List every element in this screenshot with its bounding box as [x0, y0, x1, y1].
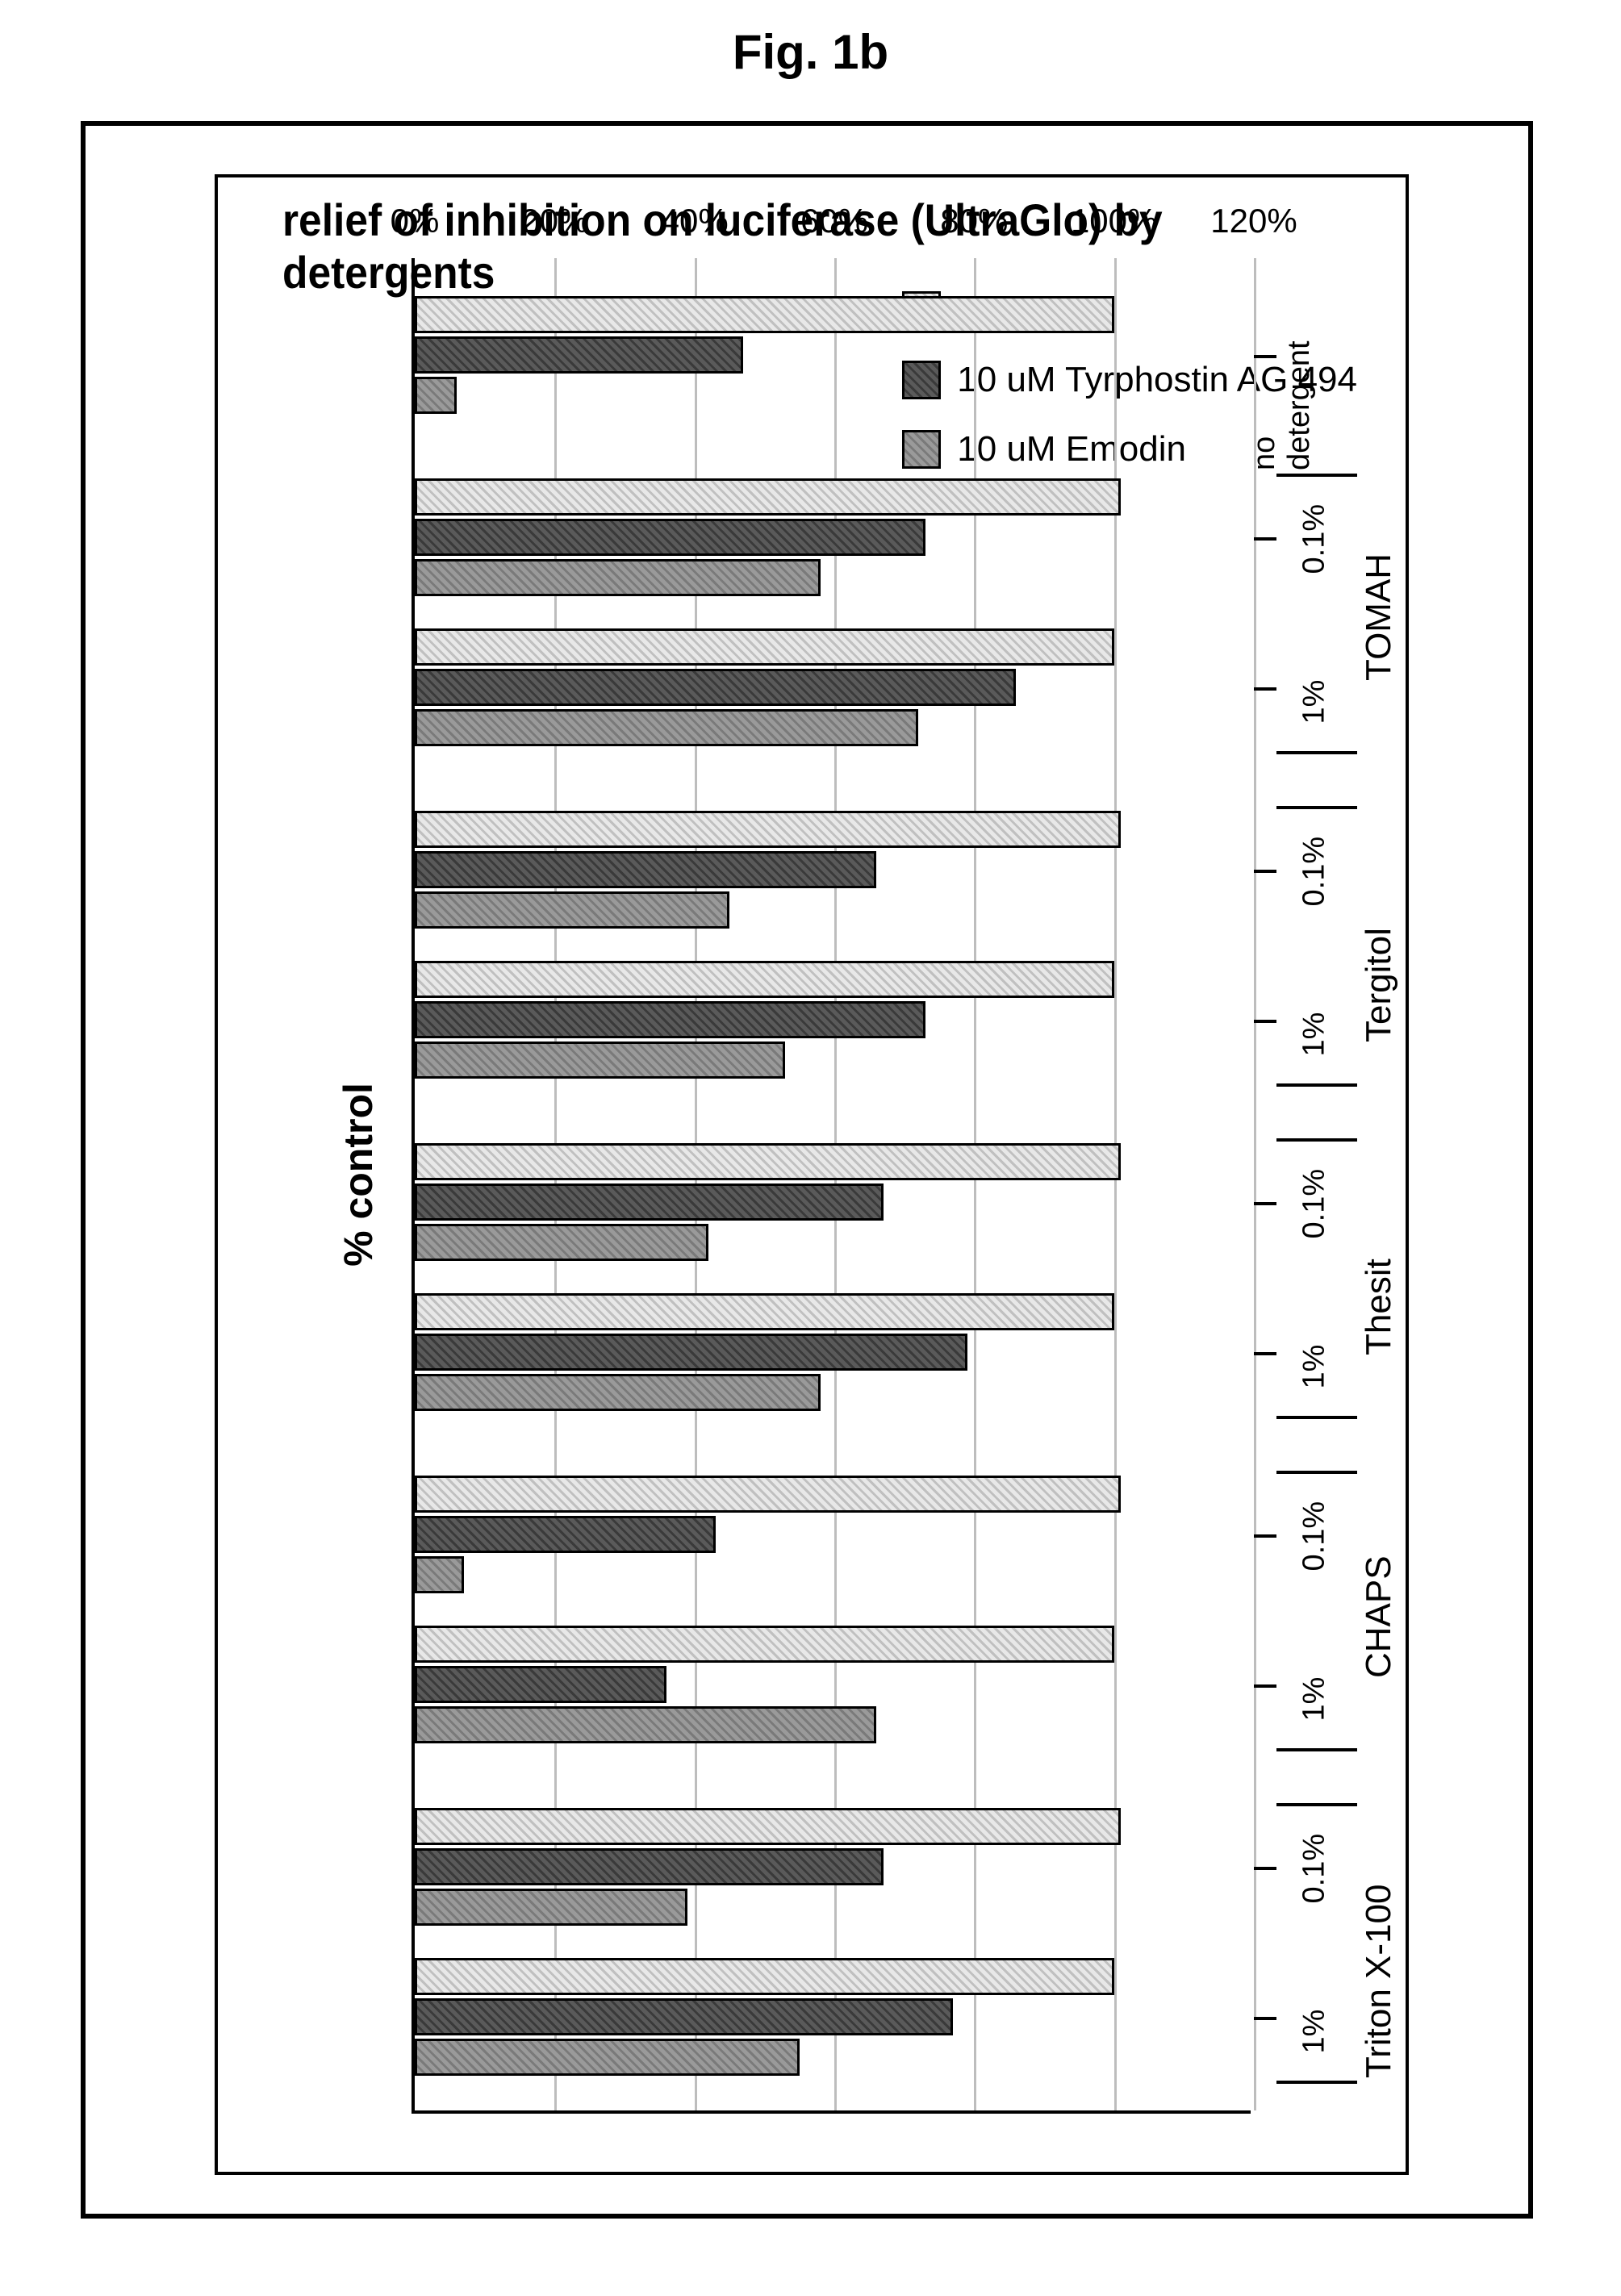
concentration-label: no detergent [1247, 340, 1317, 470]
bar [415, 669, 1016, 706]
bar [415, 1224, 708, 1261]
detergent-separator [1276, 474, 1357, 477]
x-tick-label: 40% [661, 202, 729, 240]
bar [415, 851, 876, 888]
bar [415, 1516, 716, 1553]
detergent-separator [1276, 1416, 1357, 1419]
detergent-separator [1276, 1138, 1357, 1142]
bar-group [415, 1476, 1121, 1593]
bar [415, 1808, 1121, 1845]
bar [415, 709, 918, 746]
detergent-separator [1276, 1083, 1357, 1087]
category-tick [1254, 2017, 1276, 2020]
bar-group [415, 478, 1121, 596]
bar [415, 1334, 967, 1371]
category-tick [1254, 870, 1276, 873]
bar [415, 1666, 666, 1703]
bar [415, 1143, 1121, 1180]
gridline [1254, 258, 1256, 2110]
bar-group [415, 1958, 1114, 2076]
category-tick [1254, 1352, 1276, 1355]
chart-frame: relief of inhibition on luciferase (Ultr… [215, 174, 1409, 2175]
detergent-label: Tergitol [1359, 928, 1399, 1042]
x-tick-label: 80% [940, 202, 1008, 240]
detergent-separator [1276, 1803, 1357, 1806]
bar [415, 1001, 925, 1038]
detergent-separator [1276, 751, 1357, 754]
x-tick-label: 0% [391, 202, 440, 240]
concentration-label: 1% [1297, 1345, 1332, 1389]
bar [415, 519, 925, 556]
detergent-separator [1276, 2081, 1357, 2084]
concentration-label: 1% [1297, 1677, 1332, 1722]
plot-area: 0%20%40%60%80%100%120%no detergent0.1%1%… [412, 258, 1251, 2114]
detergent-separator [1276, 806, 1357, 809]
bar [415, 1889, 687, 1926]
x-tick-label: 20% [520, 202, 588, 240]
detergent-label: TOMAH [1359, 553, 1399, 681]
category-tick [1254, 1867, 1276, 1870]
y-axis-title: % control [335, 1083, 382, 1267]
detergent-label: CHAPS [1359, 1555, 1399, 1678]
bar-group [415, 296, 1114, 414]
bar [415, 1706, 876, 1743]
concentration-label: 0.1% [1297, 1501, 1332, 1572]
bar [415, 1958, 1114, 1995]
bar [415, 478, 1121, 516]
bar [415, 891, 729, 929]
x-tick-label: 120% [1210, 202, 1297, 240]
bar-group [415, 961, 1114, 1079]
concentration-label: 0.1% [1297, 1834, 1332, 1904]
detergent-label: Triton X-100 [1359, 1885, 1399, 2078]
bar [415, 1848, 884, 1885]
category-tick [1254, 1534, 1276, 1538]
concentration-label: 1% [1297, 680, 1332, 724]
bar [415, 1183, 884, 1221]
category-tick [1254, 1202, 1276, 1205]
detergent-separator [1276, 1471, 1357, 1474]
bar [415, 961, 1114, 998]
bar [415, 336, 743, 374]
bar-group [415, 1808, 1121, 1926]
bar-group [415, 1143, 1121, 1261]
bar [415, 1626, 1114, 1663]
bar [415, 1293, 1114, 1330]
bar [415, 377, 457, 414]
bar-group [415, 1293, 1114, 1411]
outer-frame: relief of inhibition on luciferase (Ultr… [81, 121, 1533, 2219]
concentration-label: 0.1% [1297, 504, 1332, 574]
concentration-label: 1% [1297, 2010, 1332, 2054]
bar [415, 1374, 821, 1411]
concentration-label: 1% [1297, 1012, 1332, 1057]
page: Fig. 1b relief of inhibition on lucifera… [0, 0, 1621, 2296]
category-tick [1254, 1020, 1276, 1023]
detergent-label: Thesit [1359, 1259, 1399, 1355]
x-tick-label: 60% [800, 202, 868, 240]
bar [415, 559, 821, 596]
bar [415, 811, 1121, 848]
bar-group [415, 628, 1114, 746]
bar [415, 628, 1114, 666]
bar-group [415, 1626, 1114, 1743]
bar-group [415, 811, 1121, 929]
bar [415, 1476, 1121, 1513]
bar [415, 296, 1114, 333]
detergent-separator [1276, 1748, 1357, 1751]
category-tick [1254, 355, 1276, 358]
bar [415, 1998, 953, 2035]
bar [415, 1042, 785, 1079]
concentration-label: 0.1% [1297, 837, 1332, 907]
concentration-label: 0.1% [1297, 1169, 1332, 1239]
category-tick [1254, 687, 1276, 691]
category-tick [1254, 1684, 1276, 1688]
figure-label: Fig. 1b [733, 24, 888, 80]
x-tick-label: 100% [1071, 202, 1157, 240]
bar [415, 1556, 464, 1593]
category-tick [1254, 537, 1276, 541]
bar [415, 2039, 800, 2076]
